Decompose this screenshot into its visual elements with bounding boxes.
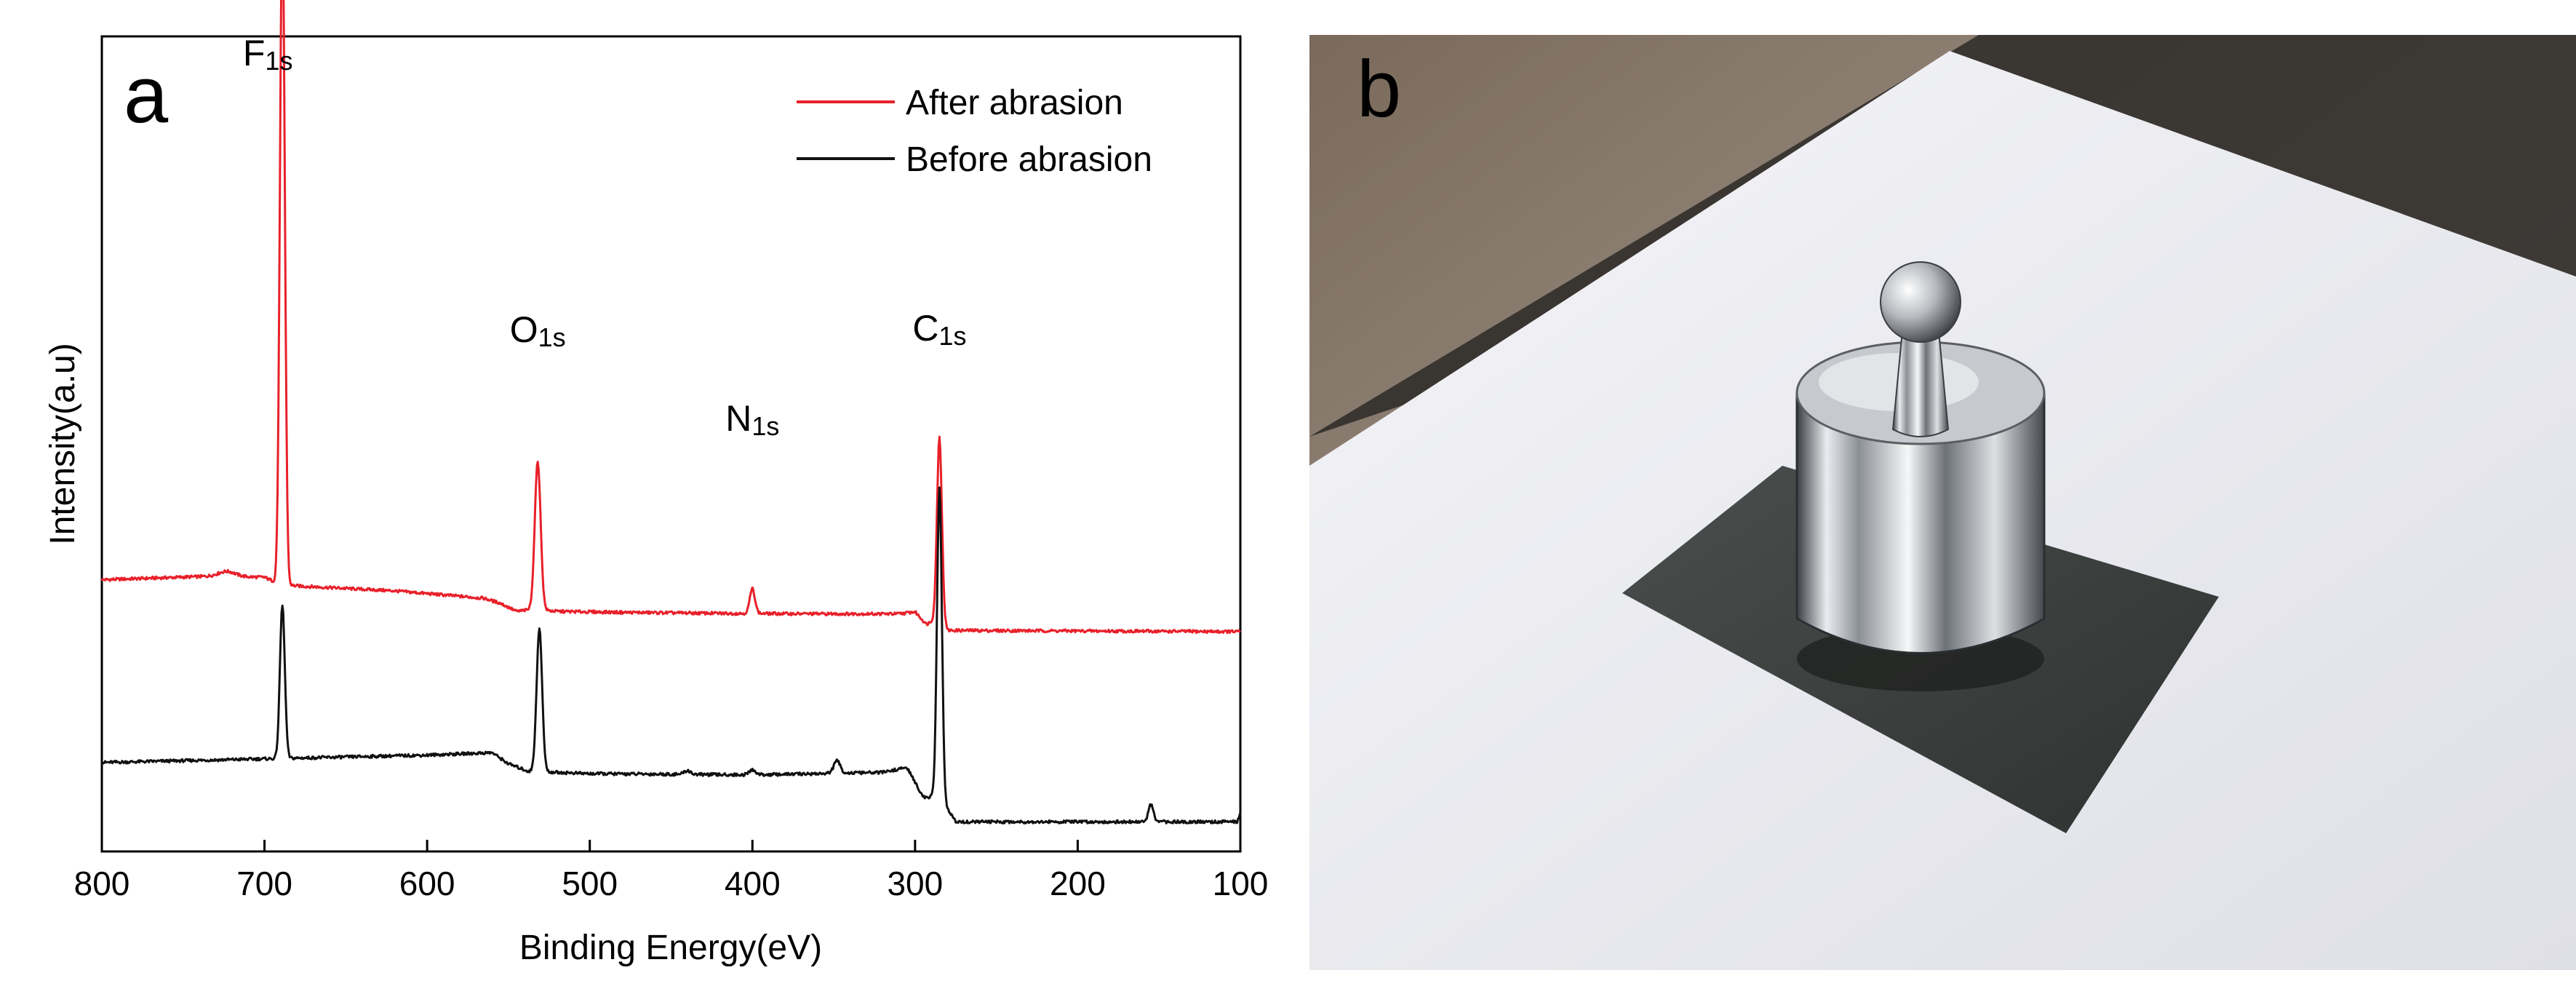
peak-label-O1s: O1s xyxy=(510,309,566,352)
series-line-before-abrasion xyxy=(101,486,1242,825)
x-tick-label-600: 600 xyxy=(399,865,455,902)
x-axis-label: Binding Energy(eV) xyxy=(519,929,822,967)
plot-area-border xyxy=(100,35,1242,853)
panel-b-photo: b xyxy=(1309,35,2576,970)
legend-label-after: After abrasion xyxy=(906,84,1123,122)
photo-weight-neck xyxy=(1891,330,1950,437)
x-axis-ticks xyxy=(100,840,1242,851)
peak-label-N1s: N1s xyxy=(725,398,779,441)
plot-frame xyxy=(100,35,1242,853)
x-tick-label-700: 700 xyxy=(236,865,292,902)
panel-a-chart: a 800 700 600 500 400 300 200 100 Binding Energ… xyxy=(44,0,1268,967)
y-axis-label: Intensity(a.u) xyxy=(44,343,82,544)
panel-a-label: a xyxy=(124,50,169,140)
peak-label-F1s: F1s xyxy=(243,33,293,76)
series-line-after-abrasion xyxy=(100,0,1242,635)
x-tick-label-400: 400 xyxy=(725,865,781,902)
peak-label-C1s: C1s xyxy=(912,308,966,351)
photo-weight-body xyxy=(1795,392,2046,654)
x-tick-label-300: 300 xyxy=(887,865,943,902)
photo-weight-knob xyxy=(1880,261,1961,343)
series-lines xyxy=(100,0,1242,825)
x-tick-label-500: 500 xyxy=(562,865,618,902)
x-tick-label-100: 100 xyxy=(1213,865,1269,902)
peak-annotations: F1s O1s N1s C1s xyxy=(243,33,967,441)
legend-label-before: Before abrasion xyxy=(906,140,1152,179)
x-axis-tick-labels: 800 700 600 500 400 300 200 100 xyxy=(74,865,1269,902)
panel-b-label: b xyxy=(1357,44,1401,134)
legend: After abrasion Before abrasion xyxy=(797,84,1152,179)
x-tick-label-800: 800 xyxy=(74,865,130,902)
x-tick-label-200: 200 xyxy=(1050,865,1106,902)
